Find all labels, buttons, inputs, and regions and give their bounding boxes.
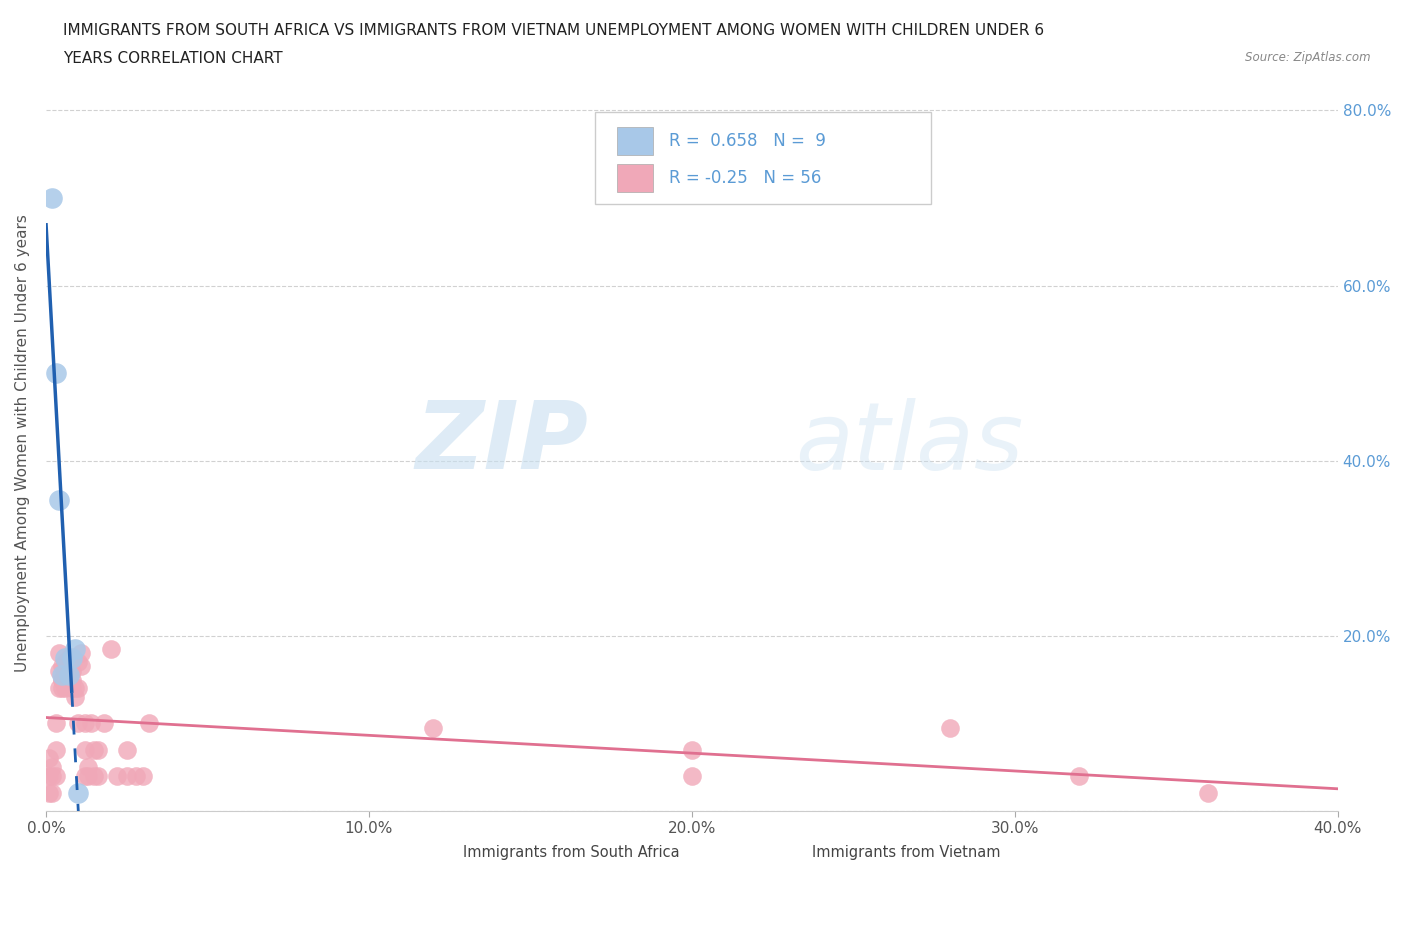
Point — [80, 716, 103, 731]
Point — [67, 716, 90, 731]
Point — [48, 645, 70, 660]
Point — [38, 751, 60, 765]
Text: Immigrants from South Africa: Immigrants from South Africa — [463, 845, 681, 860]
Point — [63, 690, 86, 705]
Text: ZIP: ZIP — [416, 397, 589, 489]
Point — [38, 786, 60, 801]
Point — [53, 655, 76, 670]
Point — [939, 720, 962, 735]
Point — [70, 659, 93, 674]
FancyBboxPatch shape — [617, 164, 652, 192]
Point — [67, 681, 90, 696]
Point — [132, 768, 155, 783]
Point — [48, 663, 70, 678]
Point — [51, 668, 73, 683]
Point — [41, 786, 63, 801]
Point — [53, 650, 76, 665]
FancyBboxPatch shape — [776, 842, 804, 864]
Y-axis label: Unemployment Among Women with Children Under 6 years: Unemployment Among Women with Children U… — [15, 214, 30, 672]
Point — [77, 760, 100, 775]
Point — [67, 655, 90, 670]
Point — [63, 642, 86, 657]
Point — [681, 768, 703, 783]
Point — [60, 663, 83, 678]
Point — [60, 672, 83, 687]
Point — [38, 768, 60, 783]
Point — [58, 659, 80, 674]
Point — [51, 659, 73, 674]
Point — [51, 672, 73, 687]
Point — [86, 768, 108, 783]
Point — [58, 650, 80, 665]
Point — [83, 768, 105, 783]
Point — [60, 650, 83, 665]
Point — [41, 768, 63, 783]
Point — [45, 768, 67, 783]
Point — [77, 768, 100, 783]
Point — [58, 663, 80, 678]
Point — [115, 742, 138, 757]
Point — [45, 365, 67, 380]
Text: R = -0.25   N = 56: R = -0.25 N = 56 — [669, 168, 821, 187]
Point — [48, 681, 70, 696]
Text: Source: ZipAtlas.com: Source: ZipAtlas.com — [1246, 51, 1371, 64]
Point — [100, 642, 122, 657]
Point — [73, 716, 96, 731]
Point — [51, 681, 73, 696]
Point — [138, 716, 160, 731]
Point — [53, 663, 76, 678]
Point — [41, 760, 63, 775]
FancyBboxPatch shape — [427, 842, 456, 864]
Text: IMMIGRANTS FROM SOUTH AFRICA VS IMMIGRANTS FROM VIETNAM UNEMPLOYMENT AMONG WOMEN: IMMIGRANTS FROM SOUTH AFRICA VS IMMIGRAN… — [63, 23, 1045, 38]
Point — [63, 681, 86, 696]
Point — [45, 742, 67, 757]
Point — [41, 191, 63, 206]
Point — [1069, 768, 1091, 783]
FancyBboxPatch shape — [595, 113, 931, 205]
Point — [93, 716, 115, 731]
Point — [67, 786, 90, 801]
Point — [60, 681, 83, 696]
Point — [1198, 786, 1220, 801]
Text: R =  0.658   N =  9: R = 0.658 N = 9 — [669, 132, 825, 150]
Point — [53, 681, 76, 696]
Point — [70, 645, 93, 660]
Point — [681, 742, 703, 757]
Point — [51, 672, 73, 687]
Point — [422, 720, 444, 735]
Point — [48, 493, 70, 508]
Point — [115, 768, 138, 783]
Text: YEARS CORRELATION CHART: YEARS CORRELATION CHART — [63, 51, 283, 66]
Point — [73, 742, 96, 757]
Point — [105, 768, 128, 783]
Text: atlas: atlas — [796, 398, 1024, 488]
Point — [73, 768, 96, 783]
Point — [83, 742, 105, 757]
Text: Immigrants from Vietnam: Immigrants from Vietnam — [811, 845, 1001, 860]
Point — [86, 742, 108, 757]
Point — [58, 668, 80, 683]
Point — [45, 716, 67, 731]
Point — [125, 768, 148, 783]
FancyBboxPatch shape — [617, 126, 652, 155]
